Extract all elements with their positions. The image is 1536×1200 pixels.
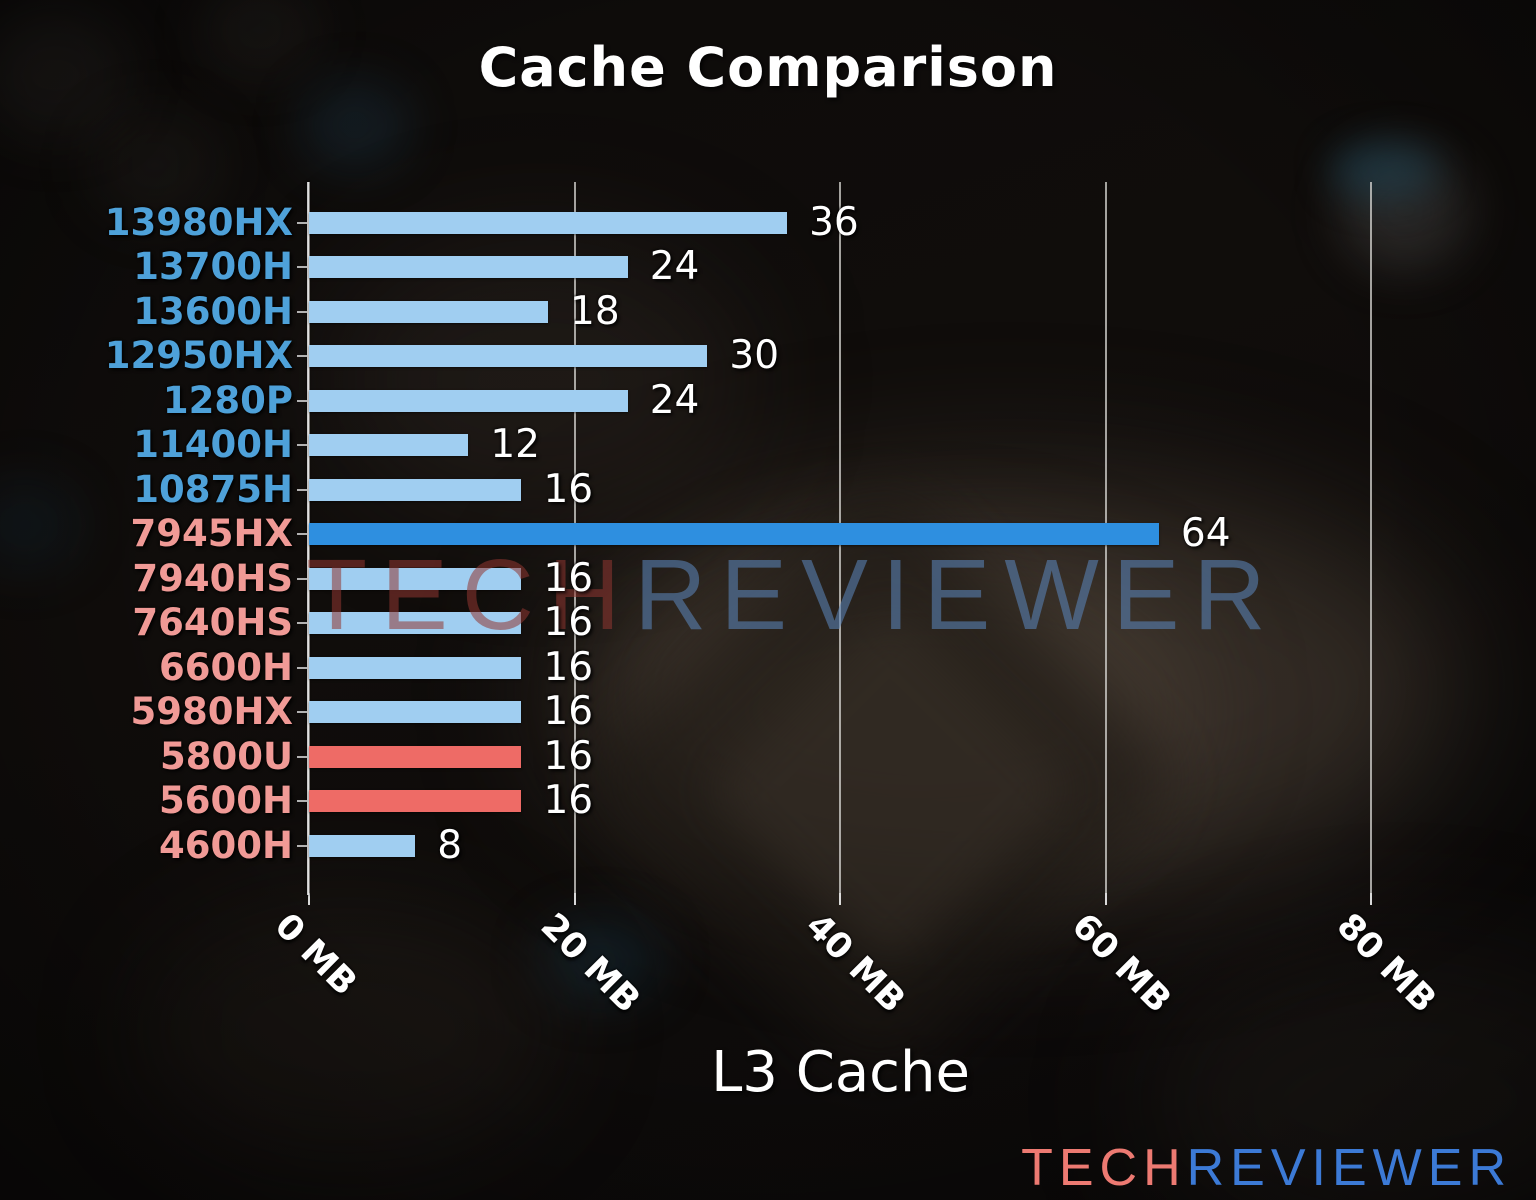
category-label: 11400H — [133, 423, 293, 466]
bar — [309, 567, 522, 590]
category-label: 1280P — [162, 378, 293, 422]
y-axis-tick — [297, 755, 307, 758]
y-axis-tick — [297, 622, 307, 624]
y-axis-tick — [297, 800, 307, 802]
category-label: 12950HX — [104, 334, 293, 377]
category-label: 10875H — [133, 467, 293, 511]
brand-logo-reviewer: REVIEWER — [1186, 1139, 1512, 1197]
gridline — [1370, 182, 1373, 893]
bar — [309, 790, 522, 812]
x-axis-tick — [839, 893, 842, 905]
category-label: 6600H — [159, 645, 293, 689]
x-axis-tick — [1370, 893, 1373, 905]
x-axis-tick — [1104, 893, 1107, 905]
y-axis-tick — [297, 221, 307, 224]
value-label: 16 — [543, 733, 594, 779]
bar — [309, 745, 522, 768]
bar — [309, 834, 416, 857]
chart-title: Cache Comparison — [478, 36, 1058, 99]
bar — [309, 701, 522, 723]
brand-logo-tech: TECH — [1021, 1139, 1187, 1197]
bar — [309, 211, 788, 234]
category-label: 4600H — [159, 823, 293, 867]
value-label: 16 — [543, 778, 594, 823]
y-axis-tick — [297, 533, 307, 535]
value-label: 24 — [649, 244, 700, 289]
bar — [309, 612, 522, 634]
category-label: 13700H — [133, 245, 293, 288]
value-label: 12 — [490, 422, 540, 467]
category-label: 5600H — [159, 779, 293, 822]
value-label: 16 — [543, 600, 594, 645]
x-axis-tick — [573, 893, 576, 905]
value-label: 24 — [649, 377, 700, 423]
bar — [309, 656, 522, 679]
category-label: 13980HX — [104, 200, 293, 244]
brand-logo: TECHREVIEWER — [1021, 1138, 1512, 1198]
category-label: 13600H — [133, 289, 293, 333]
bar — [309, 434, 469, 456]
category-label: 7945HX — [130, 512, 293, 555]
y-axis-tick — [297, 711, 307, 713]
value-label: 30 — [729, 333, 780, 378]
y-axis-tick — [297, 355, 307, 357]
value-label: 64 — [1180, 511, 1231, 556]
y-axis-tick — [297, 266, 307, 268]
y-axis-tick — [297, 444, 307, 446]
category-label: 7640HS — [132, 601, 293, 644]
y-axis-tick — [297, 488, 307, 491]
bar — [309, 256, 628, 278]
bar — [309, 523, 1159, 545]
value-label: 36 — [809, 199, 859, 245]
value-label: 8 — [437, 822, 463, 868]
category-label: 5980HX — [130, 690, 293, 733]
bar — [309, 345, 708, 367]
x-axis-tick — [308, 893, 310, 905]
bar — [309, 389, 628, 412]
value-label: 18 — [570, 288, 620, 334]
value-label: 16 — [543, 689, 594, 734]
y-axis-tick — [297, 310, 307, 313]
y-axis-line — [307, 182, 309, 895]
category-label: 7940HS — [132, 556, 293, 600]
value-label: 16 — [543, 466, 594, 512]
y-axis-tick — [297, 844, 307, 847]
y-axis-tick — [297, 577, 307, 580]
bar — [309, 478, 522, 501]
y-axis-tick — [297, 666, 307, 669]
category-label: 5800U — [159, 734, 293, 778]
y-axis-tick — [297, 399, 307, 402]
value-label: 16 — [543, 555, 594, 601]
value-label: 16 — [543, 644, 594, 690]
x-axis-title: L3 Cache — [711, 1040, 970, 1105]
bar — [309, 300, 549, 323]
